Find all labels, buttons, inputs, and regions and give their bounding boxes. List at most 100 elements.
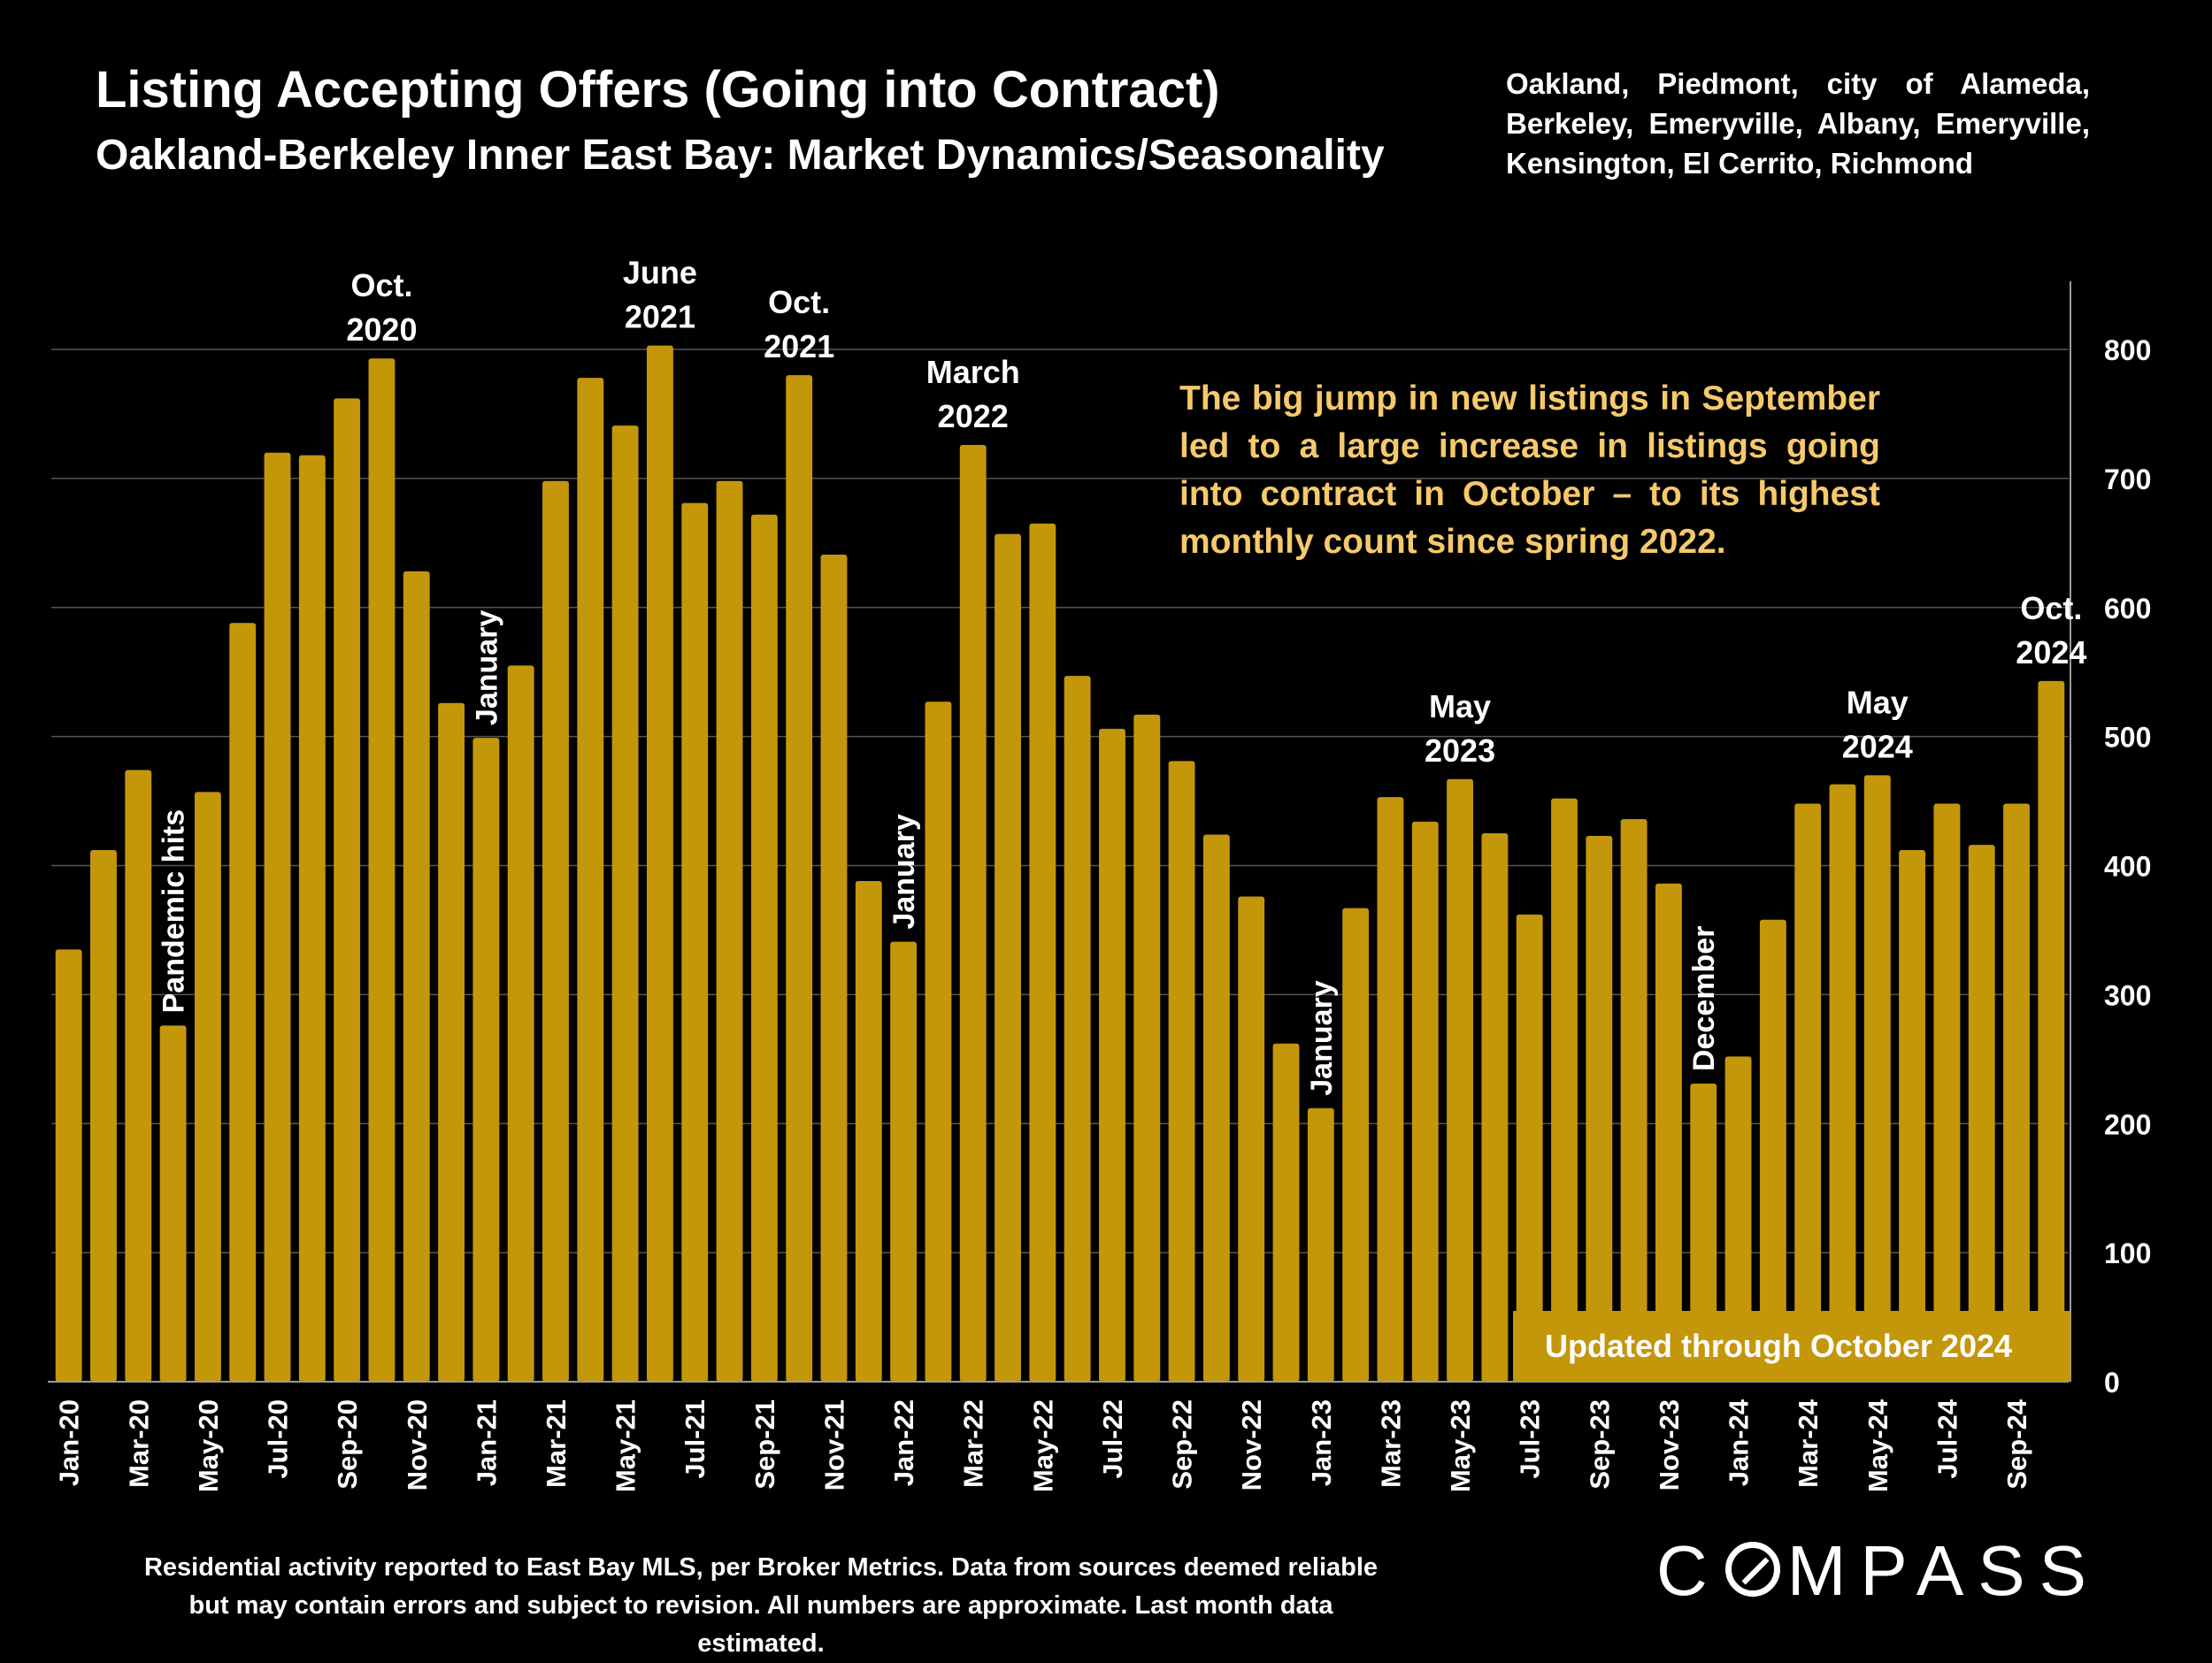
annotation-label: Pandemic hits [157, 809, 191, 1014]
x-tick-label: Jul-21 [680, 1399, 710, 1479]
bar-Feb-20 [90, 849, 117, 1382]
y-tick-label: 200 [2104, 1108, 2151, 1140]
logo-text-start: C [1656, 1531, 1722, 1610]
x-tick-label: May-21 [611, 1399, 641, 1492]
y-tick-label: 600 [2104, 593, 2151, 625]
bar-Sep-21 [750, 514, 778, 1382]
y-tick-label: 300 [2104, 979, 2151, 1011]
bar-Aug-20 [298, 455, 326, 1383]
bar-Mar-21 [542, 480, 569, 1382]
bar-Jul-20 [264, 452, 291, 1383]
callout-text: The big jump in new listings in Septembe… [1179, 379, 1880, 561]
annotation-label: 2024 [1842, 728, 1913, 764]
x-tick-label: Jan-24 [1724, 1399, 1755, 1486]
logo-text-end: MPASS [1786, 1531, 2101, 1610]
annotation-label: Oct. [768, 284, 830, 320]
footnote: Residential activity reported to East Ba… [143, 1553, 1379, 1658]
x-tick-label: Mar-22 [958, 1399, 989, 1488]
bar-Sep-23 [1586, 835, 1613, 1382]
bar-May-22 [1029, 523, 1056, 1382]
bar-May-21 [611, 425, 639, 1382]
y-tick-label: 700 [2104, 464, 2151, 495]
bar-Jun-20 [229, 623, 257, 1382]
x-tick-label: Nov-23 [1654, 1399, 1685, 1491]
x-tick-label: Jul-23 [1515, 1399, 1546, 1479]
x-tick-label: Nov-20 [402, 1399, 433, 1491]
bar-Jul-24 [1933, 803, 1961, 1382]
bar-Dec-23 [1690, 1084, 1717, 1382]
bar-Nov-20 [403, 571, 430, 1382]
bar-Feb-24 [1759, 919, 1786, 1382]
y-tick-label: 100 [2104, 1238, 2151, 1269]
annotation-label: Oct. [2020, 590, 2082, 626]
bar-Mar-23 [1377, 797, 1404, 1382]
annotation-label: December [1687, 926, 1721, 1071]
y-axis: 0 100 200 300 400 500 600 700 800 [2070, 281, 2151, 1399]
bar-Mar-20 [125, 770, 152, 1382]
x-tick-label: May-20 [193, 1399, 224, 1492]
bar-Jun-23 [1481, 833, 1509, 1382]
bar-Jan-24 [1724, 1056, 1752, 1382]
updated-badge-bg [1513, 1311, 2070, 1382]
annotation-label: May [1429, 688, 1491, 724]
updated-badge-text: Updated through October 2024 [1545, 1328, 2012, 1364]
bar-Dec-21 [855, 881, 882, 1382]
bar-Aug-21 [716, 480, 743, 1382]
compass-o-icon [1724, 1542, 1780, 1597]
bar-Jul-21 [681, 502, 709, 1382]
bar-Nov-21 [820, 554, 848, 1382]
x-tick-label: Mar-21 [541, 1399, 572, 1488]
x-tick-label: May-23 [1445, 1399, 1476, 1492]
x-tick-label: Sep-20 [332, 1399, 363, 1490]
x-tick-label: Jul-24 [1932, 1399, 1962, 1478]
bar-May-23 [1447, 778, 1474, 1382]
x-tick-label: Sep-22 [1167, 1399, 1198, 1490]
annotation-label: January [887, 814, 921, 929]
annotation-label: 2022 [938, 398, 1009, 434]
bar-Oct-21 [786, 375, 813, 1382]
bar-Feb-23 [1342, 908, 1370, 1382]
x-tick-label: May-22 [1027, 1399, 1058, 1492]
x-tick-label: Jul-20 [263, 1399, 294, 1479]
annotation-label: 2021 [764, 328, 834, 364]
x-tick-label: May-24 [1863, 1399, 1893, 1492]
bar-Dec-22 [1272, 1043, 1300, 1382]
x-axis: Jan-20 Mar-20 May-20 Jul-20 Sep-20 Nov-20 Jan-… [48, 1381, 2069, 1492]
annotations: Pandemic hits Oct. 2020 January June 2021 Oct.… [157, 255, 2087, 1096]
annotation-label: January [470, 610, 503, 725]
annotation-label: June [623, 255, 697, 291]
x-tick-label: Mar-23 [1375, 1399, 1406, 1488]
y-tick-label: 800 [2104, 334, 2151, 366]
bar-May-24 [1863, 775, 1891, 1382]
bar-Sep-20 [334, 398, 361, 1382]
x-tick-label: Nov-21 [818, 1399, 849, 1491]
bar-Nov-22 [1238, 896, 1265, 1382]
bar-Oct-23 [1620, 818, 1647, 1382]
bar-Jan-20 [55, 949, 82, 1382]
annotation-label: Oct. [350, 267, 412, 303]
compass-logo: C MPASS [1656, 1530, 2101, 1612]
bar-Jun-22 [1064, 676, 1091, 1382]
chart-title: Listing Accepting Offers (Going into Con… [96, 61, 1220, 119]
annotation-label: 2024 [2016, 634, 2086, 671]
bar-Sep-24 [2003, 803, 2030, 1382]
x-tick-label: Nov-22 [1236, 1399, 1267, 1491]
x-tick-label: Jan-22 [888, 1399, 919, 1486]
chart-subtitle: Oakland-Berkeley Inner East Bay: Market … [96, 132, 1385, 179]
annotation-label: May [1847, 684, 1909, 720]
x-tick-label: Sep-21 [749, 1399, 780, 1490]
bar-Jan-23 [1307, 1107, 1334, 1382]
bar-Oct-24 [2038, 680, 2065, 1382]
annotation-label: 2023 [1425, 732, 1495, 769]
bar-Nov-23 [1655, 883, 1682, 1382]
annotation-label: 2021 [625, 299, 695, 335]
bar-Apr-23 [1411, 821, 1439, 1382]
x-tick-label: Jan-20 [54, 1399, 85, 1486]
updated-badge: Updated through October 2024 [1513, 1311, 2070, 1382]
bar-Dec-20 [438, 702, 465, 1382]
bar-Sep-22 [1168, 761, 1195, 1382]
bar-Apr-20 [159, 1025, 187, 1382]
annotation-label: January [1305, 980, 1339, 1095]
bar-Feb-22 [925, 701, 952, 1382]
